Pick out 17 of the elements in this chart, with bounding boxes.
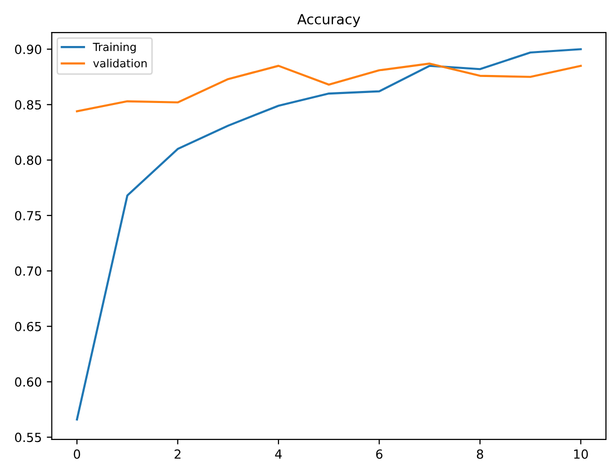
y-tick-label: 0.85 xyxy=(15,100,41,110)
x-tick-label: 4 xyxy=(275,450,282,459)
y-tick-label: 0.75 xyxy=(15,210,41,220)
y-tick-label: 0.80 xyxy=(15,156,42,165)
x-tick-label: 8 xyxy=(476,449,484,459)
x-tick-label: 2 xyxy=(174,449,180,459)
legend-label: validation xyxy=(93,58,147,68)
y-tick-label: 0.60 xyxy=(15,377,42,387)
y-tick-label: 0.65 xyxy=(15,322,41,332)
y-tick-label: 0.55 xyxy=(15,432,41,442)
y-tick-label: 0.70 xyxy=(15,266,42,276)
chart-title: Accuracy xyxy=(297,14,360,28)
y-tick-label: 0.90 xyxy=(15,44,42,54)
x-tick-label: 6 xyxy=(376,449,382,459)
x-tick-label: 10 xyxy=(574,449,588,459)
x-tick-label: 0 xyxy=(74,449,80,459)
legend-label: Training xyxy=(92,42,136,54)
